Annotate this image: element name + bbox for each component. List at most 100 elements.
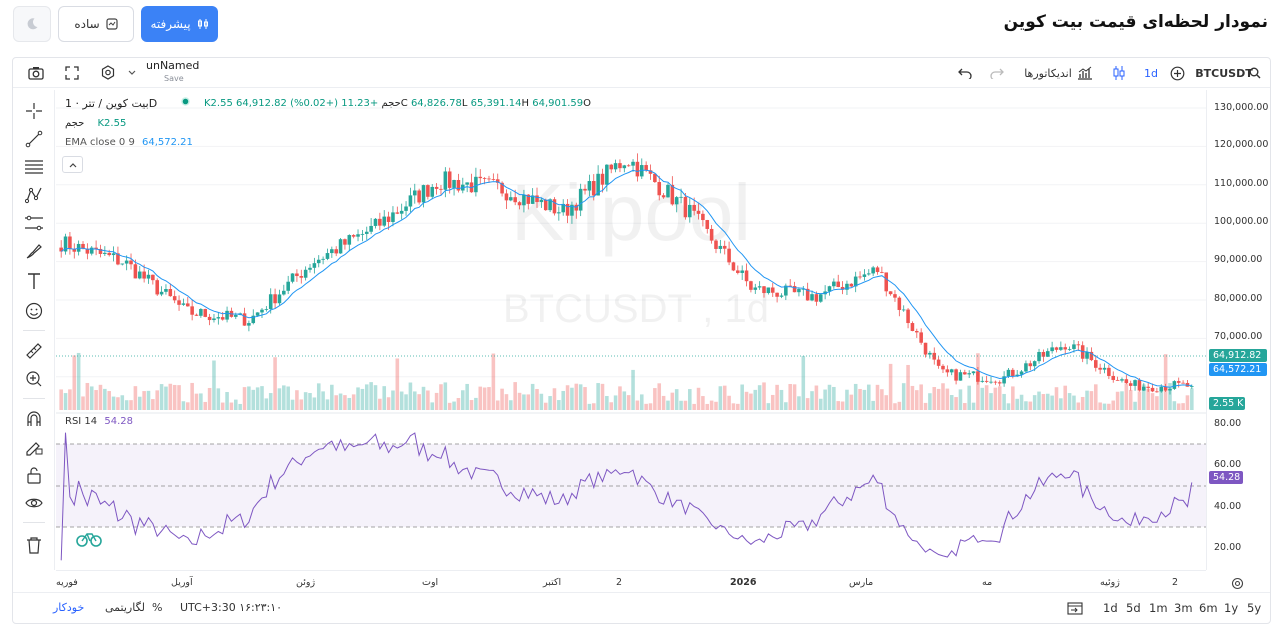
interval-button[interactable]: 1d bbox=[1144, 66, 1158, 80]
screenshot-button[interactable] bbox=[25, 58, 47, 88]
candle-body bbox=[295, 273, 299, 277]
layout-dropdown[interactable] bbox=[125, 58, 139, 88]
volume-bar bbox=[801, 355, 806, 410]
candle bbox=[801, 285, 806, 296]
candle-body bbox=[299, 276, 304, 278]
change-value: +11.23 (+0.02%) bbox=[290, 98, 379, 109]
chart-pane[interactable]: Kilpool BTCUSDT , 1d بیت کوین / تتر · 1D… bbox=[56, 90, 1206, 570]
candle bbox=[417, 188, 421, 205]
volume-bar bbox=[190, 382, 194, 410]
settings-button[interactable] bbox=[97, 58, 119, 88]
range-1d[interactable]: 1d bbox=[1103, 601, 1118, 615]
volume-bar bbox=[941, 383, 945, 410]
price-axis[interactable]: 130,000.00 120,000.00 110,000.00 100,000… bbox=[1206, 90, 1270, 570]
date-range-button[interactable] bbox=[1067, 601, 1083, 618]
redo-icon bbox=[990, 68, 1004, 79]
fib-tool[interactable] bbox=[22, 156, 46, 178]
pattern-tool[interactable] bbox=[22, 184, 46, 206]
symbol-search-icon-button[interactable] bbox=[1245, 58, 1265, 88]
log-scale-toggle[interactable]: لگاریتمی bbox=[105, 601, 145, 614]
candle bbox=[295, 269, 299, 282]
candle bbox=[325, 248, 330, 261]
symbol-search-button[interactable]: BTCUSDT bbox=[1191, 58, 1257, 88]
text-tool[interactable] bbox=[22, 270, 46, 292]
range-1y[interactable]: 1y bbox=[1224, 601, 1239, 615]
candle-body bbox=[1019, 371, 1024, 375]
chart-type-button[interactable] bbox=[1109, 58, 1129, 88]
candle bbox=[849, 283, 854, 288]
stay-drawing-tool[interactable] bbox=[22, 436, 46, 458]
candle bbox=[753, 283, 758, 294]
indicators-icon-button[interactable] bbox=[1075, 58, 1095, 88]
remove-drawings-tool[interactable] bbox=[22, 534, 46, 556]
range-5d[interactable]: 5d bbox=[1126, 601, 1141, 615]
auto-scale-toggle[interactable]: خودکار bbox=[53, 601, 85, 614]
redo-button[interactable] bbox=[987, 58, 1007, 88]
candle bbox=[971, 371, 976, 376]
range-5y[interactable]: 5y bbox=[1247, 601, 1262, 615]
brush-tool[interactable] bbox=[22, 240, 46, 262]
volume-bar bbox=[509, 400, 513, 410]
layout-name[interactable]: unNamed bbox=[146, 59, 200, 72]
collapse-legend-button[interactable] bbox=[62, 156, 83, 173]
candle-body bbox=[290, 273, 295, 282]
candle-body bbox=[875, 267, 880, 273]
volume-bar bbox=[906, 364, 910, 410]
candle-body bbox=[426, 185, 430, 197]
candle bbox=[888, 291, 893, 296]
advanced-mode-button[interactable]: پیشرفته bbox=[141, 6, 218, 42]
save-link[interactable]: Save bbox=[164, 74, 184, 83]
candle-body bbox=[1067, 348, 1072, 350]
percent-scale-toggle[interactable]: % bbox=[152, 601, 163, 614]
candle bbox=[151, 274, 155, 285]
volume-bar bbox=[517, 392, 522, 410]
volume-bar bbox=[736, 403, 740, 410]
volume-bar bbox=[1041, 394, 1046, 410]
hide-drawings-tool[interactable] bbox=[22, 492, 46, 514]
volume-bar bbox=[168, 383, 173, 410]
volume-indicator-value: K2.55 bbox=[97, 118, 127, 129]
volume-bar bbox=[814, 385, 819, 410]
volume-bar bbox=[701, 396, 705, 410]
candle bbox=[177, 295, 181, 311]
candle-body bbox=[888, 291, 893, 295]
axis-settings-button[interactable] bbox=[1231, 575, 1244, 594]
crosshair-tool[interactable] bbox=[22, 100, 46, 122]
magnet-tool[interactable] bbox=[22, 408, 46, 430]
candle bbox=[701, 210, 705, 227]
measure-tool[interactable] bbox=[22, 340, 46, 362]
candle bbox=[1054, 346, 1059, 353]
range-3m[interactable]: 3m bbox=[1174, 601, 1193, 615]
volume-bar bbox=[639, 394, 644, 410]
emoji-tool[interactable] bbox=[22, 300, 46, 322]
zoom-tool[interactable] bbox=[22, 368, 46, 390]
time-tick: مارس bbox=[849, 577, 874, 588]
lock-drawings-tool[interactable] bbox=[22, 464, 46, 486]
volume-bar bbox=[718, 386, 723, 410]
range-1m[interactable]: 1m bbox=[1149, 601, 1168, 615]
candle-body bbox=[63, 236, 68, 252]
candle bbox=[583, 184, 587, 195]
kilpool-logo[interactable] bbox=[76, 530, 102, 551]
candle-body bbox=[94, 247, 98, 249]
volume-bar bbox=[347, 397, 352, 410]
candle-body bbox=[709, 228, 714, 241]
undo-button[interactable] bbox=[955, 58, 975, 88]
indicators-button[interactable]: اندیکاتورها bbox=[1019, 58, 1077, 88]
volume-bar bbox=[661, 395, 666, 410]
volume-bar bbox=[688, 389, 692, 410]
dark-mode-button[interactable] bbox=[13, 6, 51, 42]
time-axis[interactable]: فوریه آوریل ژوئن اوت اکتبر 2 2026 مارس م… bbox=[56, 570, 1206, 592]
compare-button[interactable] bbox=[1167, 58, 1187, 88]
simple-mode-button[interactable]: ساده bbox=[58, 6, 134, 42]
candle bbox=[98, 244, 103, 258]
projection-tool[interactable] bbox=[22, 212, 46, 234]
volume-bar bbox=[565, 385, 570, 410]
candle-body bbox=[688, 204, 692, 218]
range-6m[interactable]: 6m bbox=[1199, 601, 1218, 615]
volume-bar bbox=[404, 394, 408, 410]
fullscreen-button[interactable] bbox=[61, 58, 83, 88]
timezone-clock[interactable]: UTC+3:30 ۱۶:۲۳:۱۰ bbox=[180, 601, 283, 614]
trendline-tool[interactable] bbox=[22, 128, 46, 150]
volume-bar bbox=[364, 384, 369, 410]
